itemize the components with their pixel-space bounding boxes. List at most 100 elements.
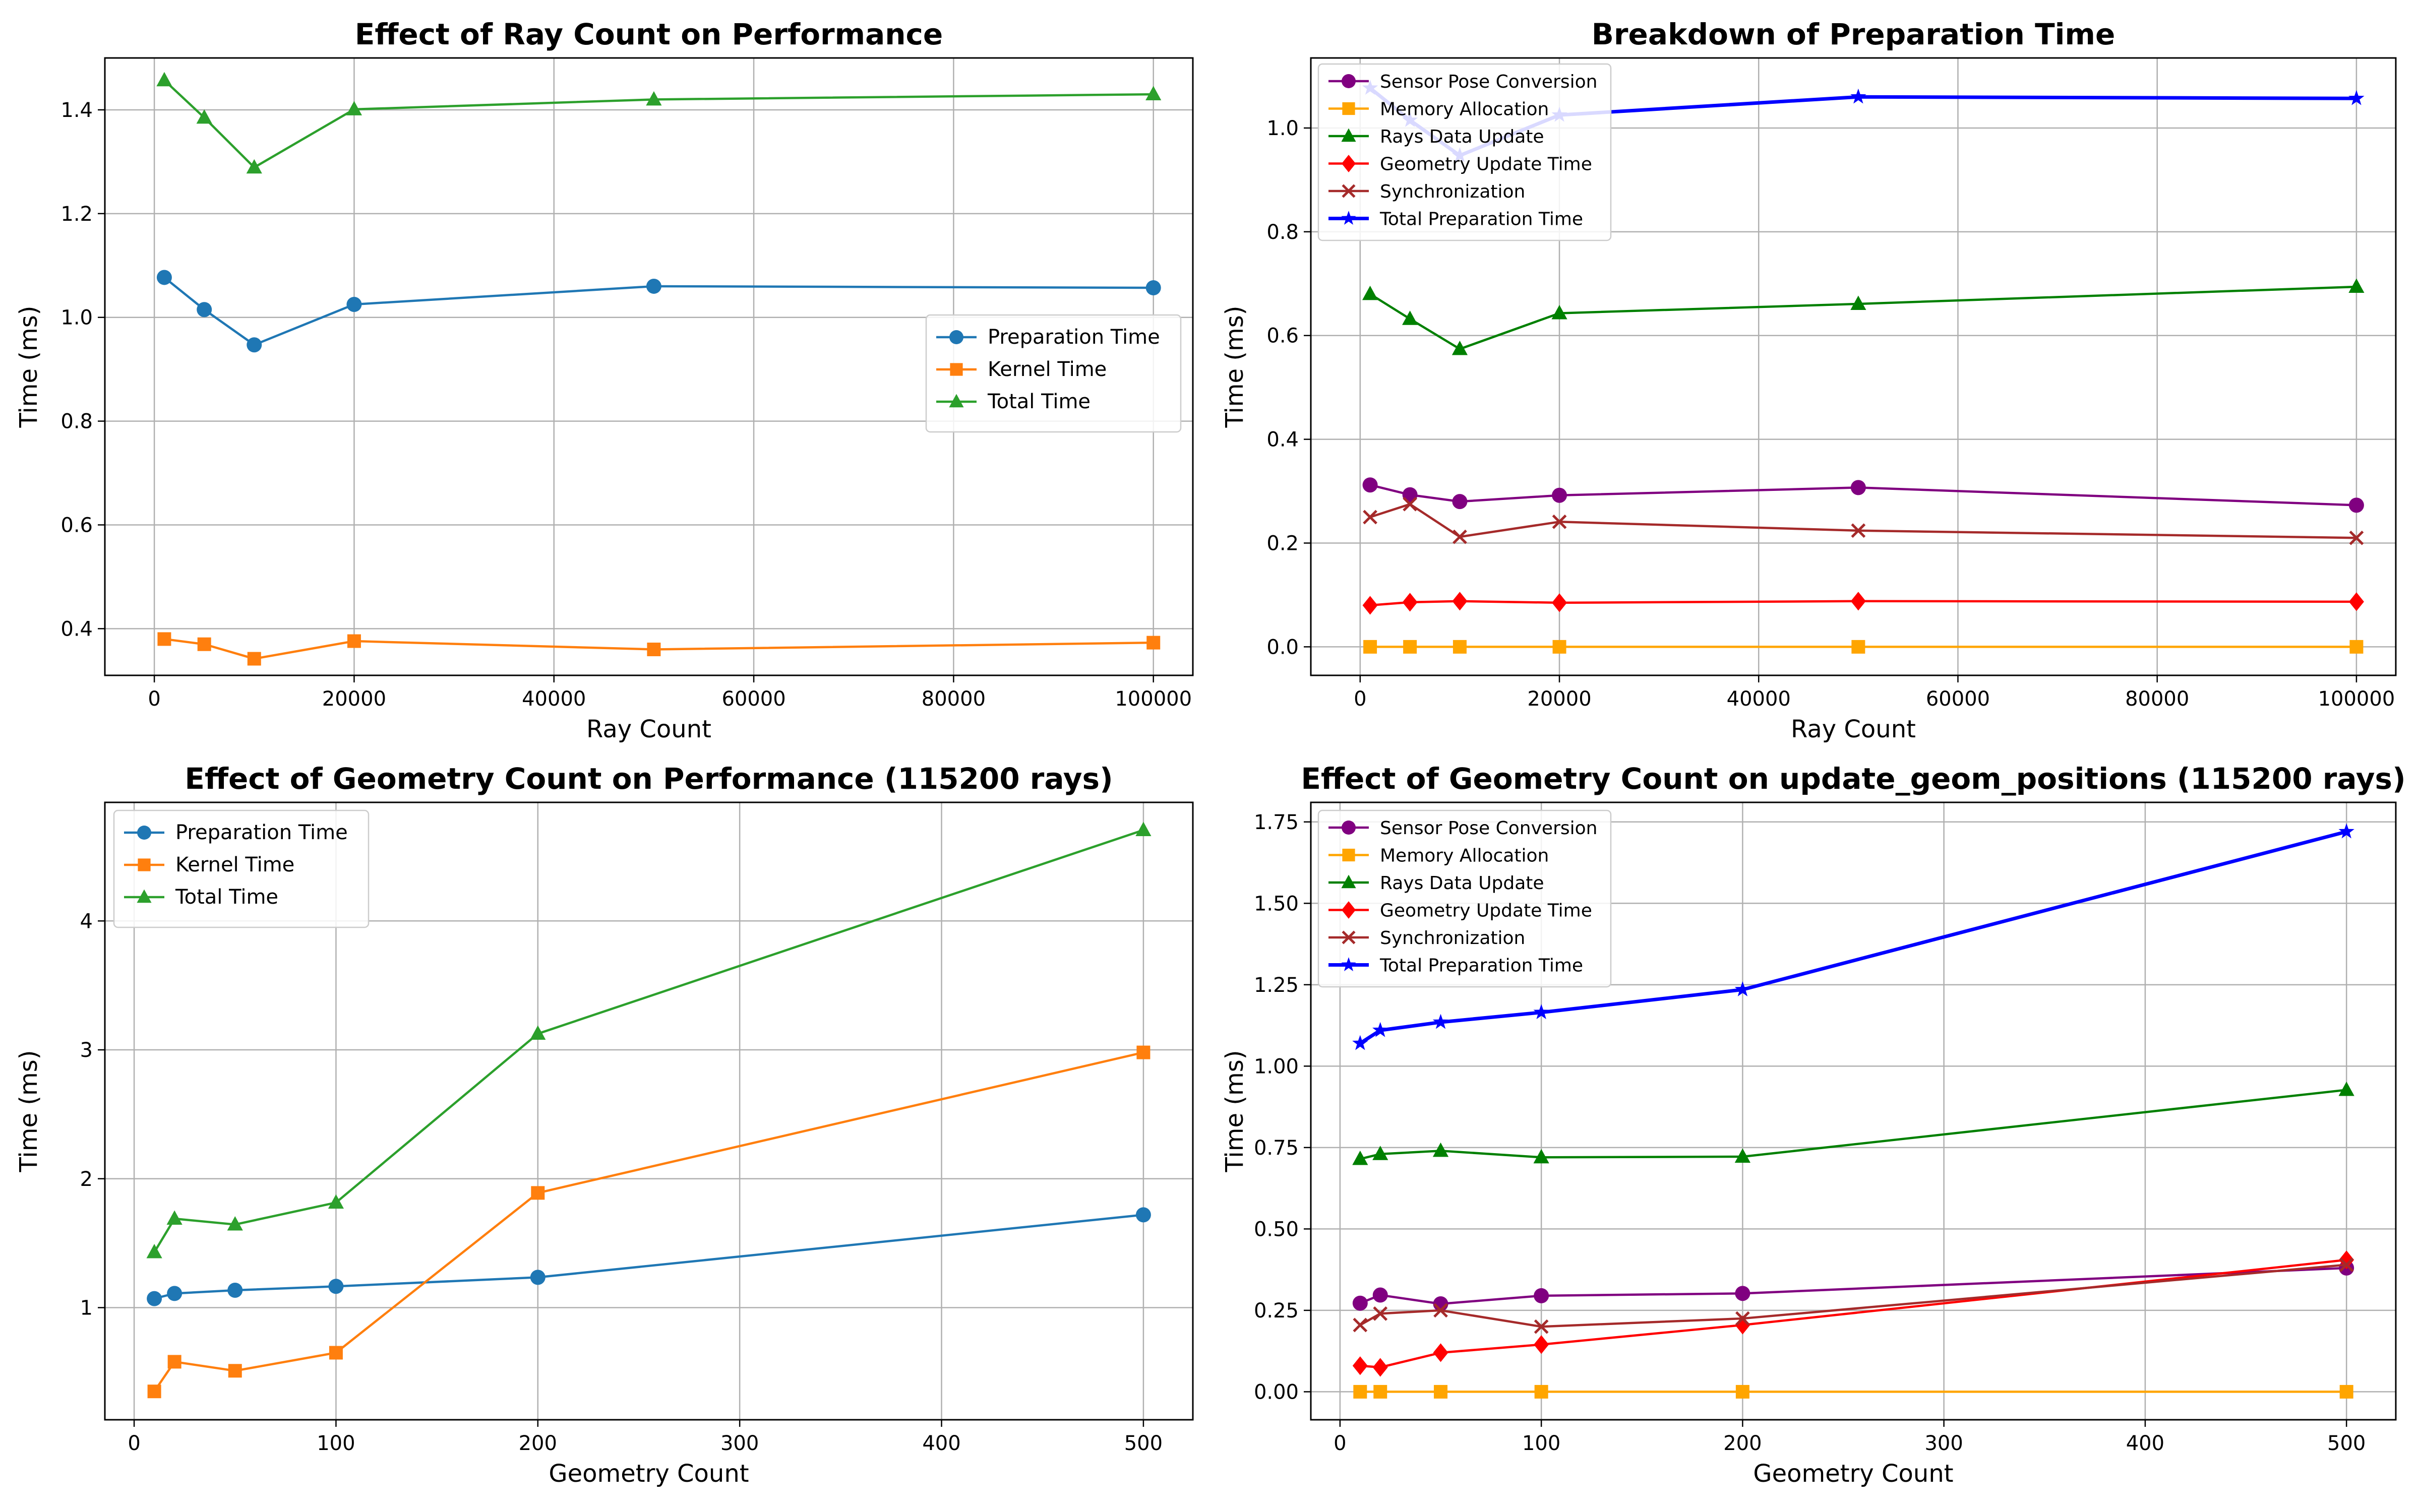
data-point-geometry-update-time: [1534, 1335, 1549, 1354]
data-point-synchronization: [1552, 514, 1567, 529]
data-point-total-time: [156, 72, 172, 87]
y-tick-label: 3: [80, 1039, 93, 1062]
x-tick-label: 60000: [721, 687, 785, 711]
y-axis-label: Time (ms): [15, 1050, 43, 1173]
legend-marker-synchronization: [1342, 930, 1356, 944]
y-tick-label: 1.25: [1254, 974, 1299, 997]
data-point-memory-allocation: [1735, 1384, 1749, 1399]
series-line-kernel-time: [153, 1051, 1144, 1393]
data-point-geometry-update-time: [1402, 593, 1418, 612]
legend-label: Sensor Pose Conversion: [1380, 72, 1597, 92]
x-axis-label: Ray Count: [586, 715, 711, 743]
y-tick-label: 1.0: [1266, 117, 1299, 140]
data-point-geometry-update-time: [1735, 1315, 1750, 1335]
data-point-total-preparation-time: [1432, 1014, 1449, 1029]
data-point-synchronization: [1403, 496, 1417, 512]
data-point-rays-data-update: [1551, 304, 1567, 320]
y-tick-label: 1.00: [1254, 1055, 1299, 1078]
y-tick-label: 0.6: [1266, 325, 1299, 348]
plot-frame: [104, 801, 1194, 1421]
x-tick-label: 0: [128, 1432, 140, 1455]
data-point-sensor-pose-conversion: [1735, 1286, 1750, 1301]
data-point-total-time: [227, 1216, 243, 1231]
data-point-total-preparation-time: [1352, 1035, 1368, 1050]
chart-title: Effect of Ray Count on Performance: [355, 17, 943, 51]
legend-label: Kernel Time: [988, 358, 1107, 381]
y-axis-label: Time (ms): [1221, 306, 1249, 428]
series-line-preparation-time: [154, 1214, 1144, 1300]
data-point-memory-allocation: [1453, 640, 1467, 654]
data-point-geometry-update-time: [1850, 592, 1866, 611]
legend-marker-kernel-time: [138, 858, 151, 871]
legend-marker-preparation-time: [949, 330, 963, 344]
x-tick-label: 0: [148, 687, 160, 711]
chart-geom_perf: 0 100 200 300 400 500 1 2 3 4 Effect of Geometry C…: [15, 762, 1194, 1488]
data-point-total-preparation-time: [1734, 981, 1751, 996]
legend-label: Memory Allocation: [1380, 99, 1549, 120]
y-tick-label: 0.00: [1254, 1380, 1299, 1404]
chart-title: Effect of Geometry Count on Performance …: [185, 762, 1113, 796]
data-point-preparation-time: [1135, 1207, 1151, 1223]
data-point-memory-allocation: [1851, 640, 1865, 654]
legend-label: Synchronization: [1380, 928, 1525, 949]
legend-marker-geometry-update-time: [1342, 155, 1356, 172]
data-point-rays-data-update: [1402, 310, 1418, 325]
data-point-preparation-time: [530, 1270, 546, 1285]
legend-marker-preparation-time: [137, 826, 151, 840]
legend-label: Kernel Time: [175, 853, 294, 876]
legend-label: Preparation Time: [988, 326, 1160, 349]
data-point-preparation-time: [1145, 280, 1161, 296]
data-point-preparation-time: [147, 1291, 162, 1306]
data-point-rays-data-update: [1850, 295, 1866, 310]
x-tick-label: 200: [519, 1432, 557, 1455]
data-point-rays-data-update: [2348, 278, 2365, 293]
data-point-preparation-time: [247, 337, 262, 353]
x-tick-label: 400: [2126, 1432, 2164, 1455]
x-tick-label: 40000: [1727, 687, 1791, 711]
data-point-kernel-time: [1136, 1045, 1151, 1059]
legend-marker-total-time: [137, 889, 152, 903]
plot-frame: [104, 57, 1194, 676]
legend: Preparation Time Kernel Time Total Time: [925, 314, 1182, 433]
x-tick-label: 80000: [922, 687, 986, 711]
data-point-total-time: [246, 159, 262, 174]
data-point-preparation-time: [328, 1279, 344, 1294]
y-tick-label: 2: [80, 1168, 93, 1191]
data-point-geometry-update-time: [1352, 1356, 1368, 1375]
data-point-memory-allocation: [1552, 640, 1566, 654]
x-tick-label: 80000: [2125, 687, 2189, 711]
data-point-kernel-time: [167, 1355, 182, 1369]
x-tick-label: 100000: [2318, 687, 2395, 711]
x-tick-label: 300: [720, 1432, 759, 1455]
chart-title: Effect of Geometry Count on update_geom_…: [1301, 762, 2405, 796]
series-line-total-time: [163, 79, 1154, 169]
data-point-memory-allocation: [2349, 640, 2364, 654]
legend-label: Rays Data Update: [1380, 873, 1544, 894]
y-tick-label: 1.0: [60, 306, 93, 330]
data-point-preparation-time: [167, 1286, 183, 1301]
legend-box: [1317, 63, 1612, 241]
y-axis-label: Time (ms): [15, 306, 43, 428]
data-point-memory-allocation: [1353, 1384, 1367, 1399]
data-point-kernel-time: [347, 634, 361, 648]
data-point-total-time: [1145, 86, 1162, 101]
y-axis-label: Time (ms): [1221, 1050, 1249, 1173]
legend: Sensor Pose Conversion Memory Allocation R…: [1317, 809, 1612, 988]
series-line-sensor-pose-conversion: [1359, 1267, 2347, 1305]
legend: Preparation Time Kernel Time Total Time: [113, 809, 370, 928]
legend-box: [1317, 809, 1612, 988]
x-tick-label: 100000: [1115, 687, 1192, 711]
legend-marker-memory-allocation: [1342, 848, 1355, 862]
data-point-total-time: [328, 1194, 344, 1209]
y-tick-label: 1.75: [1254, 811, 1299, 834]
data-point-total-preparation-time: [2348, 90, 2365, 105]
legend-label: Rays Data Update: [1380, 127, 1544, 147]
data-point-rays-data-update: [1533, 1149, 1549, 1164]
data-point-synchronization: [1735, 1311, 1750, 1326]
y-tick-label: 4: [80, 910, 93, 933]
data-point-sensor-pose-conversion: [1372, 1287, 1388, 1303]
data-point-memory-allocation: [1434, 1384, 1448, 1399]
data-point-rays-data-update: [1352, 1150, 1368, 1165]
legend-label: Total Preparation Time: [1379, 209, 1583, 230]
data-point-kernel-time: [329, 1346, 343, 1360]
